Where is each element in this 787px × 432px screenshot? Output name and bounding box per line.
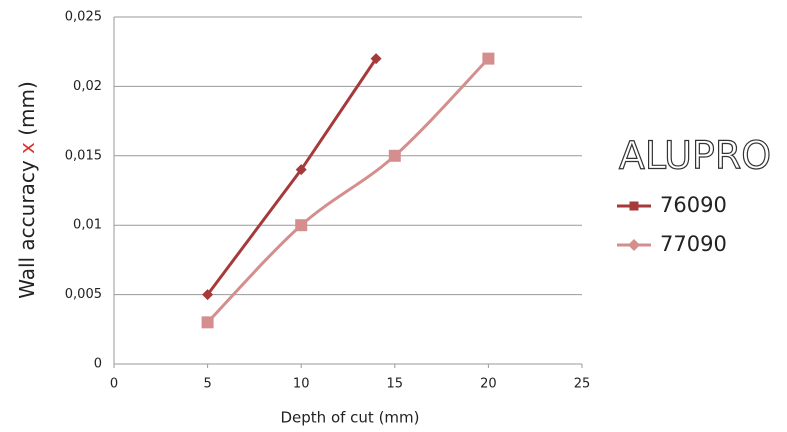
x-tick-label: 10 bbox=[293, 377, 310, 392]
y-tick-label: 0,015 bbox=[65, 148, 102, 163]
marker bbox=[295, 164, 307, 176]
legend-label: 76090 bbox=[660, 193, 727, 217]
y-tick-label: 0 bbox=[94, 357, 102, 372]
y-axis-label: Wall accuracy x (mm) bbox=[15, 81, 39, 299]
x-tick-label: 5 bbox=[203, 377, 211, 392]
y-label-part: x bbox=[15, 142, 39, 154]
legend-marker bbox=[628, 239, 640, 251]
x-axis-label: Depth of cut (mm) bbox=[280, 409, 419, 427]
series-line bbox=[206, 57, 378, 296]
marker bbox=[201, 316, 214, 329]
x-tick-label: 0 bbox=[110, 377, 118, 392]
y-label-part: Wall accuracy bbox=[15, 160, 39, 299]
series-line bbox=[206, 57, 490, 324]
y-label-part: (mm) bbox=[15, 81, 39, 136]
x-tick-label: 20 bbox=[480, 377, 497, 392]
y-tick-label: 0,025 bbox=[65, 10, 102, 25]
legend-marker bbox=[629, 201, 639, 211]
y-tick-label: 0,01 bbox=[73, 218, 102, 233]
x-tick-label: 25 bbox=[574, 377, 591, 392]
marker bbox=[370, 53, 382, 65]
marker bbox=[482, 52, 495, 65]
marker bbox=[388, 149, 401, 162]
y-tick-label: 0,005 bbox=[65, 287, 102, 302]
x-tick-label: 15 bbox=[387, 377, 404, 392]
y-tick-label: 0,02 bbox=[73, 79, 102, 94]
marker bbox=[202, 289, 214, 301]
marker bbox=[295, 219, 308, 232]
legend-label: 77090 bbox=[660, 232, 727, 256]
legend-title: ALUPRO bbox=[619, 134, 771, 178]
